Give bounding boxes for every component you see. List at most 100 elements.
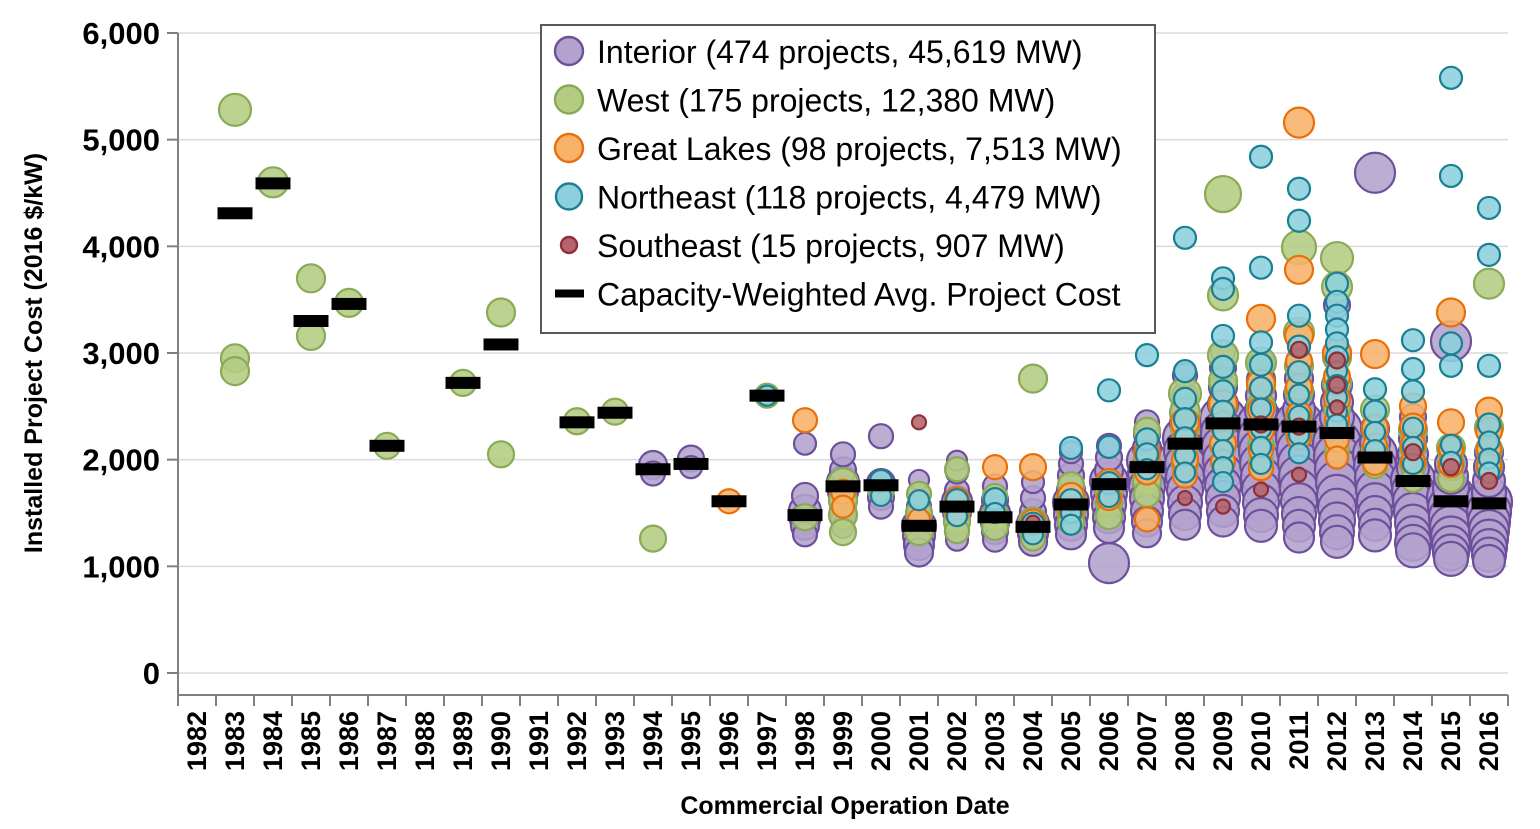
avg-cost-marker	[787, 509, 823, 522]
data-bubble	[1401, 416, 1425, 439]
x-tick-label: 1996	[714, 711, 744, 771]
avg-cost-marker	[749, 389, 785, 402]
x-tick-label: 2002	[942, 711, 972, 771]
data-bubble	[943, 456, 971, 483]
data-bubble	[1436, 408, 1466, 437]
data-bubble	[1168, 508, 1202, 541]
data-bubble	[1432, 540, 1470, 577]
legend-label: Southeast (15 projects, 907 MW)	[597, 228, 1065, 264]
data-bubble	[1210, 323, 1236, 349]
legend-label: West (175 projects, 12,380 MW)	[597, 83, 1055, 119]
data-bubble	[1286, 176, 1312, 201]
x-tick-label: 1995	[676, 711, 706, 771]
avg-cost-marker	[635, 463, 671, 476]
x-tick-label: 2015	[1436, 711, 1466, 771]
data-bubble	[1435, 297, 1467, 328]
x-tick-label: 2010	[1246, 711, 1276, 771]
data-bubble	[1096, 378, 1122, 403]
avg-cost-marker	[711, 495, 747, 508]
legend-circle-icon	[553, 132, 585, 164]
data-bubble	[1403, 443, 1423, 462]
data-bubble	[295, 263, 327, 294]
data-bubble	[1362, 399, 1388, 424]
x-tick-label: 1992	[562, 711, 592, 771]
legend-label: Interior (474 projects, 45,619 MW)	[597, 34, 1083, 70]
data-bubble	[1172, 225, 1198, 250]
x-tick-label: 1993	[600, 711, 630, 771]
data-bubble	[1438, 163, 1464, 189]
x-tick-label: 1984	[258, 711, 288, 771]
data-bubble	[981, 454, 1009, 481]
avg-cost-marker	[293, 315, 329, 327]
data-bubble	[1289, 340, 1309, 359]
avg-cost-marker	[673, 457, 709, 470]
legend-item[interactable]: Capacity-Weighted Avg. Project Cost	[555, 277, 1121, 313]
data-bubble	[867, 423, 895, 450]
x-tick-label: 2000	[866, 711, 896, 771]
data-bubble	[1210, 354, 1236, 379]
avg-cost-marker	[1091, 478, 1127, 491]
data-bubble	[1479, 471, 1499, 491]
x-axis-title: Commercial Operation Date	[680, 792, 1009, 820]
y-tick-label: 5,000	[82, 123, 160, 158]
data-bubble	[1018, 453, 1048, 482]
y-axis-tick-labels: 0 1,000 2,000 3,000 4,000 5,000 6,000	[82, 16, 160, 691]
data-bubble	[907, 489, 931, 512]
x-tick-label: 1983	[220, 711, 250, 771]
x-tick-label: 1997	[752, 711, 782, 771]
legend-item[interactable]: Northeast (118 projects, 4,479 MW)	[554, 180, 1102, 216]
avg-cost-marker	[445, 376, 481, 389]
legend-item[interactable]: Southeast (15 projects, 907 MW)	[559, 228, 1065, 264]
avg-cost-marker	[483, 338, 519, 351]
avg-cost-marker	[217, 207, 253, 220]
y-axis-title: Installed Project Cost (2016 $/kW)	[20, 153, 48, 553]
x-tick-label: 2008	[1170, 711, 1200, 771]
data-bubble	[1472, 267, 1506, 300]
data-bubble	[1096, 434, 1122, 459]
avg-cost-marker	[559, 416, 595, 429]
data-bubble	[828, 518, 858, 547]
data-bubble	[1248, 376, 1274, 401]
data-bubble	[1363, 420, 1387, 444]
data-bubble	[1328, 399, 1346, 416]
avg-cost-marker	[1053, 498, 1089, 511]
legend-item[interactable]: Interior (474 projects, 45,619 MW)	[553, 34, 1083, 70]
y-tick-label: 3,000	[82, 336, 160, 371]
data-bubble	[792, 431, 818, 456]
avg-cost-marker	[1281, 420, 1317, 433]
data-bubble	[1248, 255, 1274, 280]
chart-legend: Interior (474 projects, 45,619 MW) West (…	[540, 24, 1156, 334]
avg-cost-marker	[1433, 495, 1469, 508]
data-bubble	[219, 356, 251, 387]
legend-item[interactable]: Great Lakes (98 projects, 7,513 MW)	[553, 131, 1122, 167]
x-tick-label: 2011	[1284, 711, 1314, 770]
legend-label: Great Lakes (98 projects, 7,513 MW)	[597, 131, 1122, 167]
x-tick-label: 2009	[1208, 711, 1238, 771]
legend-label: Capacity-Weighted Avg. Project Cost	[597, 277, 1121, 313]
data-bubble	[485, 297, 517, 328]
legend-item[interactable]: West (175 projects, 12,380 MW)	[553, 83, 1055, 119]
x-tick-label: 2012	[1322, 711, 1352, 771]
avg-cost-marker	[825, 480, 861, 493]
avg-cost-marker	[1395, 475, 1431, 487]
avg-cost-marker	[1015, 520, 1051, 533]
data-bubble	[1441, 458, 1461, 477]
x-tick-label: 1994	[638, 711, 668, 771]
data-bubble	[1210, 276, 1236, 302]
data-bubble	[1210, 379, 1236, 404]
data-bubble	[1353, 151, 1397, 194]
data-bubble	[1438, 65, 1464, 90]
avg-cost-marker	[597, 406, 633, 419]
avg-cost-marker	[331, 297, 367, 310]
data-bubble	[1059, 513, 1083, 536]
x-tick-label: 2014	[1398, 711, 1428, 771]
x-tick-label: 1986	[334, 711, 364, 771]
x-tick-label: 2001	[904, 711, 934, 771]
data-bubble	[1286, 208, 1312, 233]
data-bubble	[1400, 356, 1426, 382]
data-bubble	[1134, 343, 1160, 368]
legend-box	[540, 24, 1156, 334]
data-bubble	[1211, 470, 1235, 494]
x-tick-label: 2016	[1474, 711, 1504, 771]
